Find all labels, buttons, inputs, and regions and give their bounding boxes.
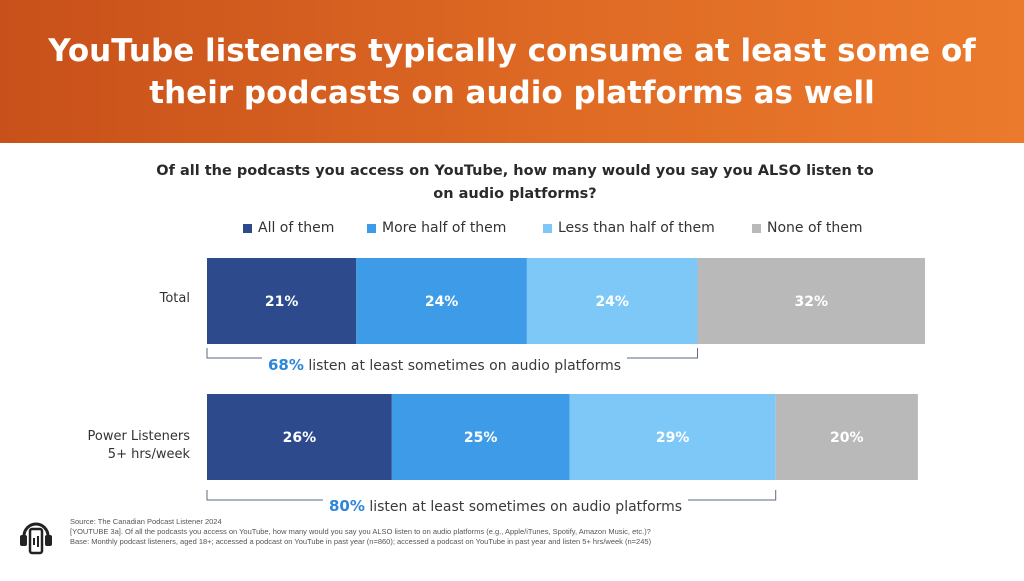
legend-swatch-less-half — [543, 223, 552, 233]
podcast-phone-icon — [18, 516, 54, 556]
summary-pct: 68% — [268, 356, 304, 374]
data-label: 26% — [283, 430, 317, 446]
legend-item-less-half: Less than half of them — [543, 220, 715, 236]
summary-power: 80% listen at least sometimes on audio p… — [323, 497, 689, 515]
row-label-total: Total — [40, 290, 190, 308]
legend-label-less-half: Less than half of them — [558, 220, 715, 236]
bar-segment — [356, 258, 527, 344]
data-label: 32% — [794, 294, 828, 310]
summary-pct: 80% — [329, 497, 365, 515]
bar-segment — [207, 258, 357, 344]
data-label: 20% — [830, 430, 864, 446]
bar-segment — [526, 258, 698, 344]
legend-swatch-all — [243, 223, 252, 233]
footer-base: Base: Monthly podcast listeners, aged 18… — [70, 537, 652, 546]
data-label: 24% — [425, 294, 459, 310]
legend-label-all: All of them — [258, 220, 335, 236]
row-label-line: 5+ hrs/week — [107, 447, 190, 462]
data-label: 25% — [464, 430, 498, 446]
summary-text: listen at least sometimes on audio platf… — [308, 358, 622, 374]
row-label-line: Power Listeners — [87, 429, 190, 444]
bar-segment — [391, 394, 570, 480]
legend-swatch-none — [752, 223, 761, 233]
title-banner: YouTube listeners typically consume at l… — [0, 0, 1024, 143]
chart-legend: All of them More half of them Less than … — [0, 220, 1024, 240]
data-label: 24% — [595, 294, 629, 310]
data-label: 21% — [265, 294, 299, 310]
legend-label-more-half: More half of them — [382, 220, 507, 236]
summary-total: 68% listen at least sometimes on audio p… — [262, 356, 628, 374]
footer-source: Source: The Canadian Podcast Listener 20… — [70, 517, 222, 526]
legend-item-none: None of them — [752, 220, 863, 236]
footer-notes: Source: The Canadian Podcast Listener 20… — [70, 517, 970, 547]
row-label-line: Total — [159, 291, 190, 306]
footer-question-ref: [YOUTUBE 3a]. Of all the podcasts you ac… — [70, 527, 651, 536]
summary-text: listen at least sometimes on audio platf… — [369, 499, 683, 515]
bar-segment — [569, 394, 776, 480]
page-title: YouTube listeners typically consume at l… — [48, 32, 976, 111]
legend-label-none: None of them — [767, 220, 863, 236]
bar-segment — [775, 394, 918, 480]
bar-segment — [207, 394, 392, 480]
row-label-power-listeners: Power Listeners 5+ hrs/week — [40, 428, 190, 464]
legend-swatch-more-half — [367, 223, 376, 233]
survey-question: Of all the podcasts you access on YouTub… — [156, 163, 874, 202]
legend-item-all: All of them — [243, 220, 334, 236]
bar-segment — [697, 258, 925, 344]
legend-item-more-half: More half of them — [367, 220, 506, 236]
data-label: 29% — [656, 430, 690, 446]
